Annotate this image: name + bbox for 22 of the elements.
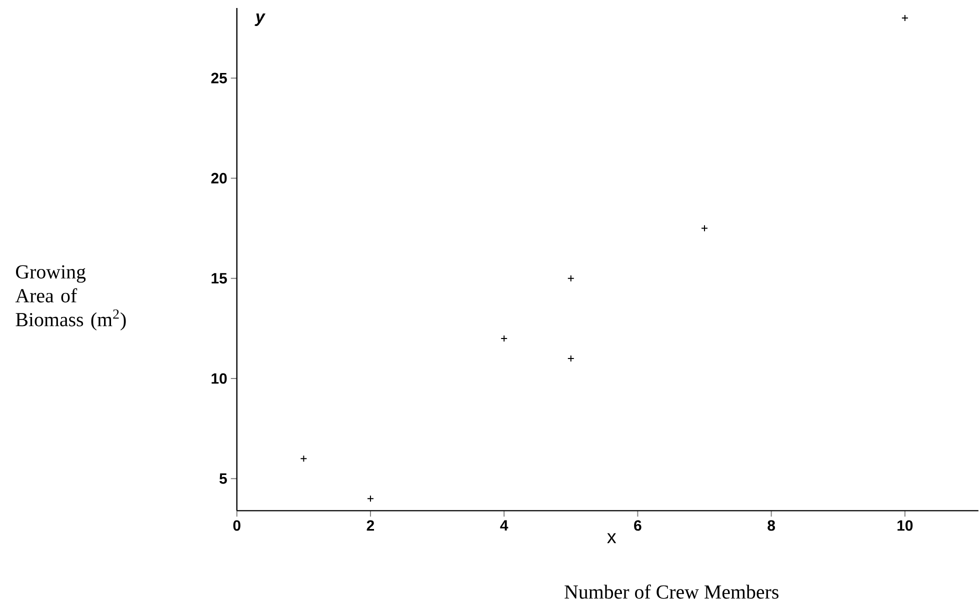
x-tick-label: 8 [768, 520, 775, 531]
point [567, 355, 574, 362]
text: x [607, 533, 616, 544]
x-axis-title: Number of Crew Members [564, 584, 778, 599]
x-tick-label: 4 [500, 520, 508, 531]
x-tick-label: 2 [366, 520, 374, 531]
y-tick-label: 20 [211, 173, 227, 184]
point [300, 455, 308, 462]
x-tick-label: 10 [898, 520, 913, 531]
y-tick-label: 15 [212, 273, 227, 284]
point [366, 495, 374, 502]
point [567, 275, 574, 282]
y-tick-label: 5 [219, 474, 227, 484]
point [500, 335, 508, 342]
x-tick-label: 0 [233, 520, 240, 531]
point [701, 224, 708, 232]
point [901, 14, 908, 22]
x-tick-label: 6 [634, 520, 642, 531]
annotation: y [254, 14, 266, 26]
y-tick-label: 25 [211, 72, 227, 84]
y-tick-label: 10 [212, 373, 227, 384]
y-axis-title: Growing Area of Biomass (m$^{2}$) [15, 265, 126, 331]
